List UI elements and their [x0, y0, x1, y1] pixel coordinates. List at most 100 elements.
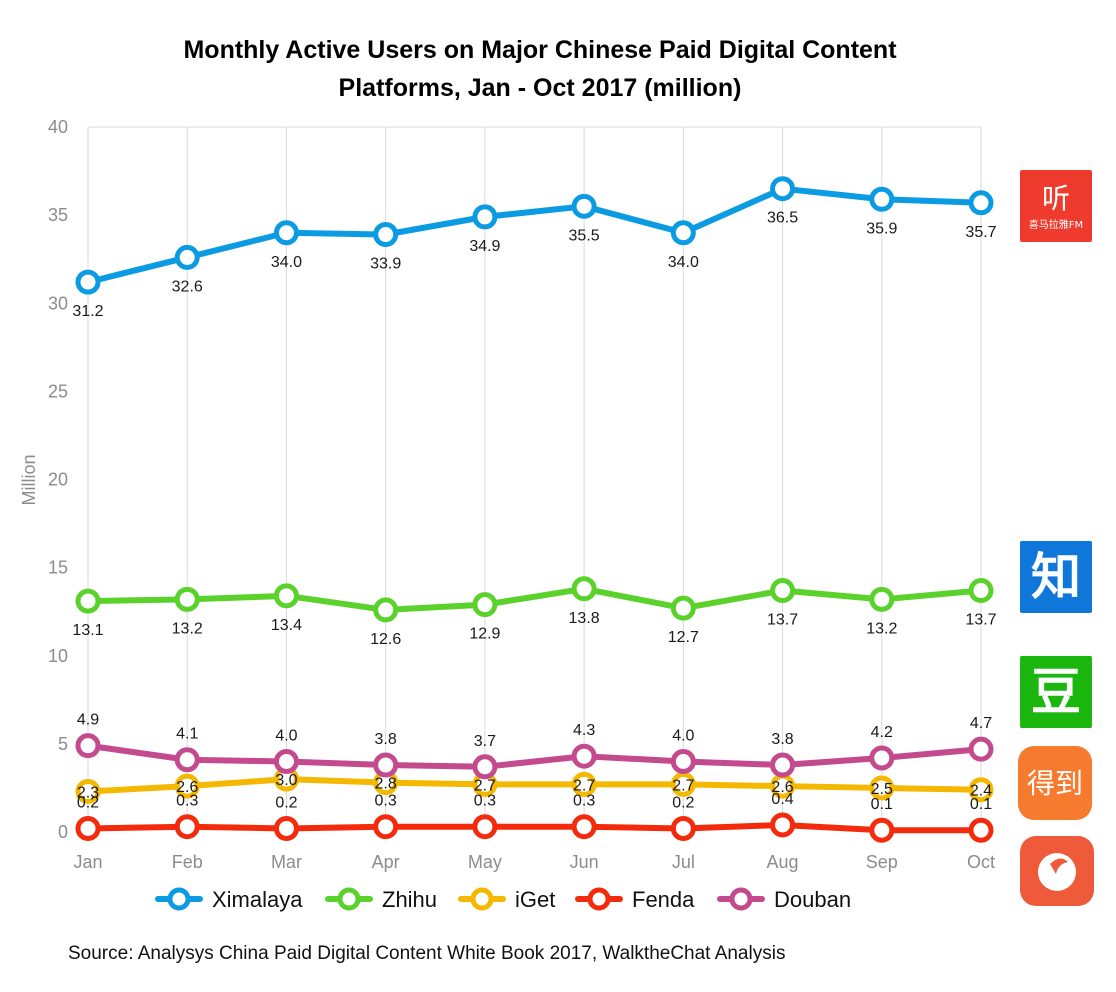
x-tick-label: Apr [372, 852, 400, 872]
series-zhihu: 13.1 13.2 13.4 12.6 12.9 13.8 12.7 13.7 13.2 13.7 [72, 576, 997, 648]
data-point-douban [75, 733, 101, 759]
data-label-fenda: 0.3 [375, 793, 397, 810]
data-label-zhihu: 12.9 [469, 626, 500, 643]
y-axis-title: Million [19, 454, 39, 505]
legend-label-fenda: Fenda [632, 887, 695, 912]
data-point-zhihu [968, 578, 994, 604]
data-label-douban: 3.8 [771, 731, 793, 748]
data-label-zhihu: 13.2 [866, 620, 897, 637]
data-point-ximalaya [174, 244, 200, 270]
y-tick-label: 0 [58, 822, 68, 842]
data-label-iget: 2.6 [176, 779, 198, 796]
data-point-ximalaya [472, 204, 498, 230]
data-label-ximalaya: 35.9 [866, 220, 897, 237]
legend-label-iget: iGet [515, 887, 555, 912]
data-point-ximalaya [968, 190, 994, 216]
legend-item-douban: Douban [717, 887, 851, 912]
data-label-ximalaya: 36.5 [767, 210, 798, 227]
data-point-fenda [571, 814, 597, 840]
series-line-fenda [85, 821, 984, 834]
series-douban: 4.9 4.1 4.0 3.8 3.7 4.3 4.0 3.8 4.2 4.7 [75, 712, 994, 780]
data-label-ximalaya: 35.5 [569, 227, 600, 244]
grid [87, 126, 982, 832]
data-point-fenda [273, 815, 299, 841]
data-point-ximalaya [670, 220, 696, 246]
data-label-fenda: 0.3 [176, 793, 198, 810]
logo-fenda-mark [1050, 858, 1068, 874]
data-point-iget [174, 773, 200, 799]
data-label-iget: 2.5 [871, 781, 893, 798]
y-tick-label: 20 [48, 470, 68, 490]
legend-item-zhihu: Zhihu [325, 887, 437, 912]
data-label-fenda: 0.3 [474, 793, 496, 810]
legend-marker-fenda [587, 887, 611, 911]
series-line-douban [85, 742, 984, 770]
chart-title-line-2: Platforms, Jan - Oct 2017 (million) [339, 74, 742, 102]
data-point-iget [869, 775, 895, 801]
logo-iget: 得到 [1018, 746, 1092, 820]
data-label-ximalaya: 34.9 [469, 238, 500, 255]
data-point-fenda [174, 814, 200, 840]
data-label-fenda: 0.2 [672, 794, 694, 811]
y-tick-label: 10 [48, 646, 68, 666]
chart-title-line-1: Monthly Active Users on Major Chinese Pa… [183, 36, 897, 64]
x-tick-label: Jun [570, 852, 599, 872]
data-point-ximalaya [869, 186, 895, 212]
data-point-iget [968, 777, 994, 803]
logo-fenda-circle [1038, 853, 1076, 891]
axis-ticks: 0 5 10 15 20 25 30 35 40 Jan Feb Mar Apr May Jun Jul Aug… [48, 117, 995, 872]
x-tick-label: Mar [271, 852, 302, 872]
data-label-ximalaya: 33.9 [370, 256, 401, 273]
y-tick-label: 15 [48, 558, 68, 578]
y-tick-label: 35 [48, 205, 68, 225]
data-point-douban [770, 752, 796, 778]
legend-label-ximalaya: Ximalaya [212, 887, 303, 912]
data-label-zhihu: 13.8 [569, 610, 600, 627]
x-tick-label: Jul [672, 852, 695, 872]
data-label-iget: 2.6 [771, 779, 793, 796]
data-point-fenda [968, 817, 994, 843]
x-tick-label: Sep [866, 852, 898, 872]
data-point-ximalaya [273, 220, 299, 246]
data-label-ximalaya: 34.0 [668, 254, 699, 271]
data-label-douban: 3.8 [375, 731, 397, 748]
y-tick-label: 5 [58, 734, 68, 754]
data-point-fenda [869, 817, 895, 843]
legend-item-iget: iGet [458, 887, 555, 912]
logo-zhihu: 知 [1020, 541, 1092, 613]
data-label-douban: 4.1 [176, 726, 198, 743]
data-point-ximalaya [770, 176, 796, 202]
data-label-zhihu: 12.7 [668, 629, 699, 646]
data-label-fenda: 0.2 [275, 794, 297, 811]
logo-fenda [1020, 836, 1094, 906]
data-label-ximalaya: 34.0 [271, 254, 302, 271]
data-label-fenda: 0.1 [970, 796, 992, 813]
data-label-fenda: 0.2 [77, 794, 99, 811]
legend-marker-douban [729, 887, 753, 911]
data-point-douban [869, 745, 895, 771]
logo-bg-iget [1018, 746, 1092, 820]
series-ximalaya: 31.2 32.6 34.0 33.9 34.9 35.5 34.0 36.5 35.9 35.7 [72, 176, 997, 320]
data-point-douban [373, 752, 399, 778]
logo-douban: 豆 [1020, 656, 1092, 728]
y-tick-label: 30 [48, 293, 68, 313]
data-label-iget: 2.7 [672, 777, 694, 794]
logo-glyph-iget: 得到 [1027, 767, 1083, 800]
data-point-zhihu [770, 578, 796, 604]
data-label-douban: 4.0 [275, 728, 297, 745]
data-point-zhihu [373, 597, 399, 623]
data-label-ximalaya: 31.2 [72, 303, 103, 320]
data-point-iget [670, 771, 696, 797]
logo-glyph-zhihu: 知 [1031, 548, 1081, 606]
source-note: Source: Analysys China Paid Digital Cont… [68, 943, 785, 964]
data-point-douban [670, 749, 696, 774]
series-fenda: 0.2 0.3 0.2 0.3 0.3 0.3 0.2 0.4 0.1 0.1 [75, 791, 994, 843]
x-tick-label: May [468, 852, 502, 872]
data-label-zhihu: 13.1 [72, 622, 103, 639]
data-point-douban [273, 749, 299, 774]
data-point-ximalaya [571, 193, 597, 219]
x-tick-label: Oct [967, 852, 995, 872]
legend-label-zhihu: Zhihu [382, 887, 437, 912]
data-point-fenda [670, 815, 696, 841]
data-label-douban: 3.7 [474, 733, 496, 750]
